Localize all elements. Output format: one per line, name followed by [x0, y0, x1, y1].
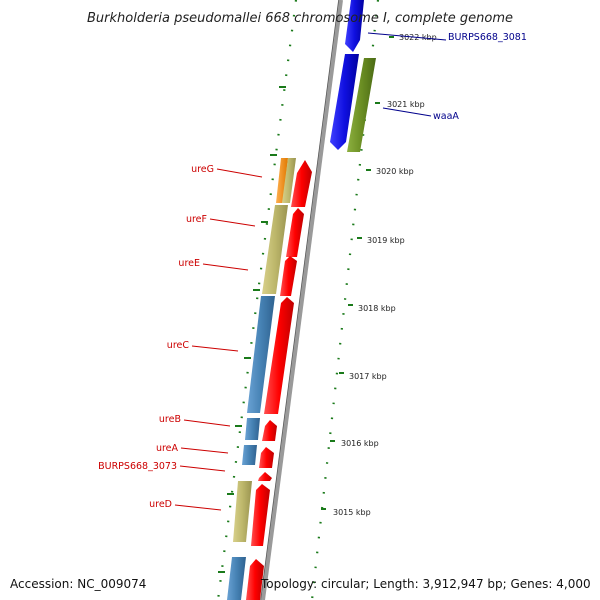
gene-label-BURPS668_3073: BURPS668_3073: [98, 461, 177, 472]
forward-gene-arrow: [286, 208, 304, 257]
cds-block: [245, 418, 260, 440]
reverse-gene-arrow: [330, 54, 359, 150]
forward-gene-arrow: [264, 297, 294, 414]
cds-block: [247, 296, 275, 413]
scale-tick-label: 3021 kbp: [387, 100, 425, 109]
scale-tick-label: 3015 kbp: [333, 508, 371, 517]
scale-tick-label: 3019 kbp: [367, 236, 405, 245]
forward-gene-arrow: [262, 420, 277, 441]
gene-leader-line: [382, 107, 432, 117]
gene-label-ureA: ureA: [156, 443, 179, 454]
map-title: Burkholderia pseudomallei 668 chromosome…: [87, 11, 513, 26]
gene-label-ureC: ureC: [167, 340, 190, 351]
forward-gene-arrow: [246, 559, 264, 600]
cds-block: [282, 158, 296, 203]
gene-leader-line: [209, 218, 256, 227]
forward-gene-arrow: [258, 472, 272, 481]
gene-leader-line: [180, 447, 229, 454]
forward-gene-arrow: [259, 447, 274, 468]
forward-gene-arrow: [280, 256, 297, 296]
gene-leader-line: [174, 504, 222, 511]
gene-leader-line: [216, 168, 263, 178]
forward-gene-arrow: [291, 160, 312, 207]
backbone: [261, 0, 343, 600]
cds-block: [242, 445, 257, 465]
gene-leader-line: [191, 345, 239, 352]
gene-label-ureE: ureE: [178, 258, 200, 269]
scale-tick-label: 3017 kbp: [349, 372, 387, 381]
gene-label-ureB: ureB: [159, 414, 181, 425]
topology-text: Topology: circular; Length: 3,912,947 bp…: [261, 577, 591, 591]
gene-label-ureG: ureG: [191, 164, 214, 175]
cds-block: [262, 205, 288, 294]
gene-leader-line: [179, 465, 226, 472]
cds-block: [276, 158, 288, 203]
reverse-gene-arrow: [345, 0, 364, 52]
accession-text: Accession: NC_009074: [10, 577, 147, 591]
gene-label-ureD: ureD: [149, 499, 172, 510]
gene-leader-line: [183, 419, 231, 427]
forward-gene-arrow: [251, 484, 270, 546]
scale-tick-label: 3020 kbp: [376, 167, 414, 176]
cds-block: [227, 557, 246, 600]
gene-leader-line: [367, 32, 447, 41]
cds-block: [233, 481, 252, 542]
scale-tick-label: 3018 kbp: [358, 304, 396, 313]
gene-label-waaA: waaA: [433, 111, 459, 122]
gene-label-ureF: ureF: [186, 214, 207, 225]
cds-block: [347, 58, 376, 152]
gene-label-BURPS668_3081: BURPS668_3081: [448, 32, 527, 43]
scale-tick-label: 3016 kbp: [341, 439, 379, 448]
gene-leader-line: [202, 263, 249, 271]
